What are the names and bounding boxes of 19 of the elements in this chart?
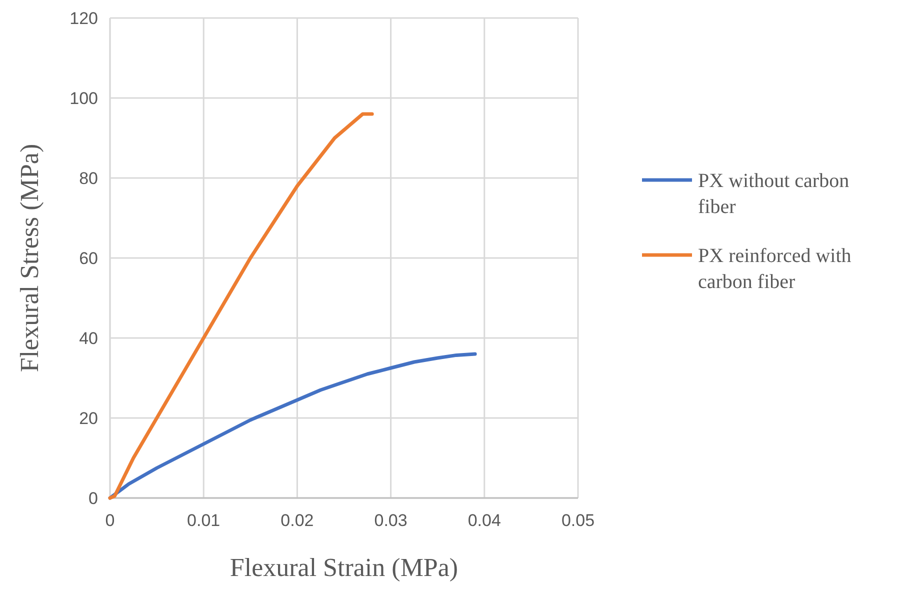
legend-label: PX reinforced with carbon fiber (698, 245, 852, 293)
x-tick-label: 0.02 (280, 511, 314, 530)
line-series (108, 352, 477, 500)
y-tick-label: 100 (70, 89, 98, 108)
y-tick-label: 60 (79, 249, 98, 268)
legend-label: PX without carbon fiber (698, 170, 850, 218)
y-tick-label: 120 (70, 9, 98, 28)
y-axis-title: Flexural Stress (MPa) (15, 144, 44, 372)
x-tick-label: 0.05 (561, 511, 595, 530)
y-tick-label: 40 (79, 329, 98, 348)
x-tick-label: 0.01 (187, 511, 220, 530)
x-tick-label: 0 (105, 511, 115, 530)
y-tick-label: 0 (88, 489, 98, 508)
x-tick-label: 0.03 (374, 511, 408, 530)
x-tick-label: 0.04 (468, 511, 501, 530)
line-series (108, 112, 374, 500)
y-tick-label: 80 (79, 169, 98, 188)
y-tick-label: 20 (79, 409, 98, 428)
x-axis-title: Flexural Strain (MPa) (230, 553, 458, 582)
